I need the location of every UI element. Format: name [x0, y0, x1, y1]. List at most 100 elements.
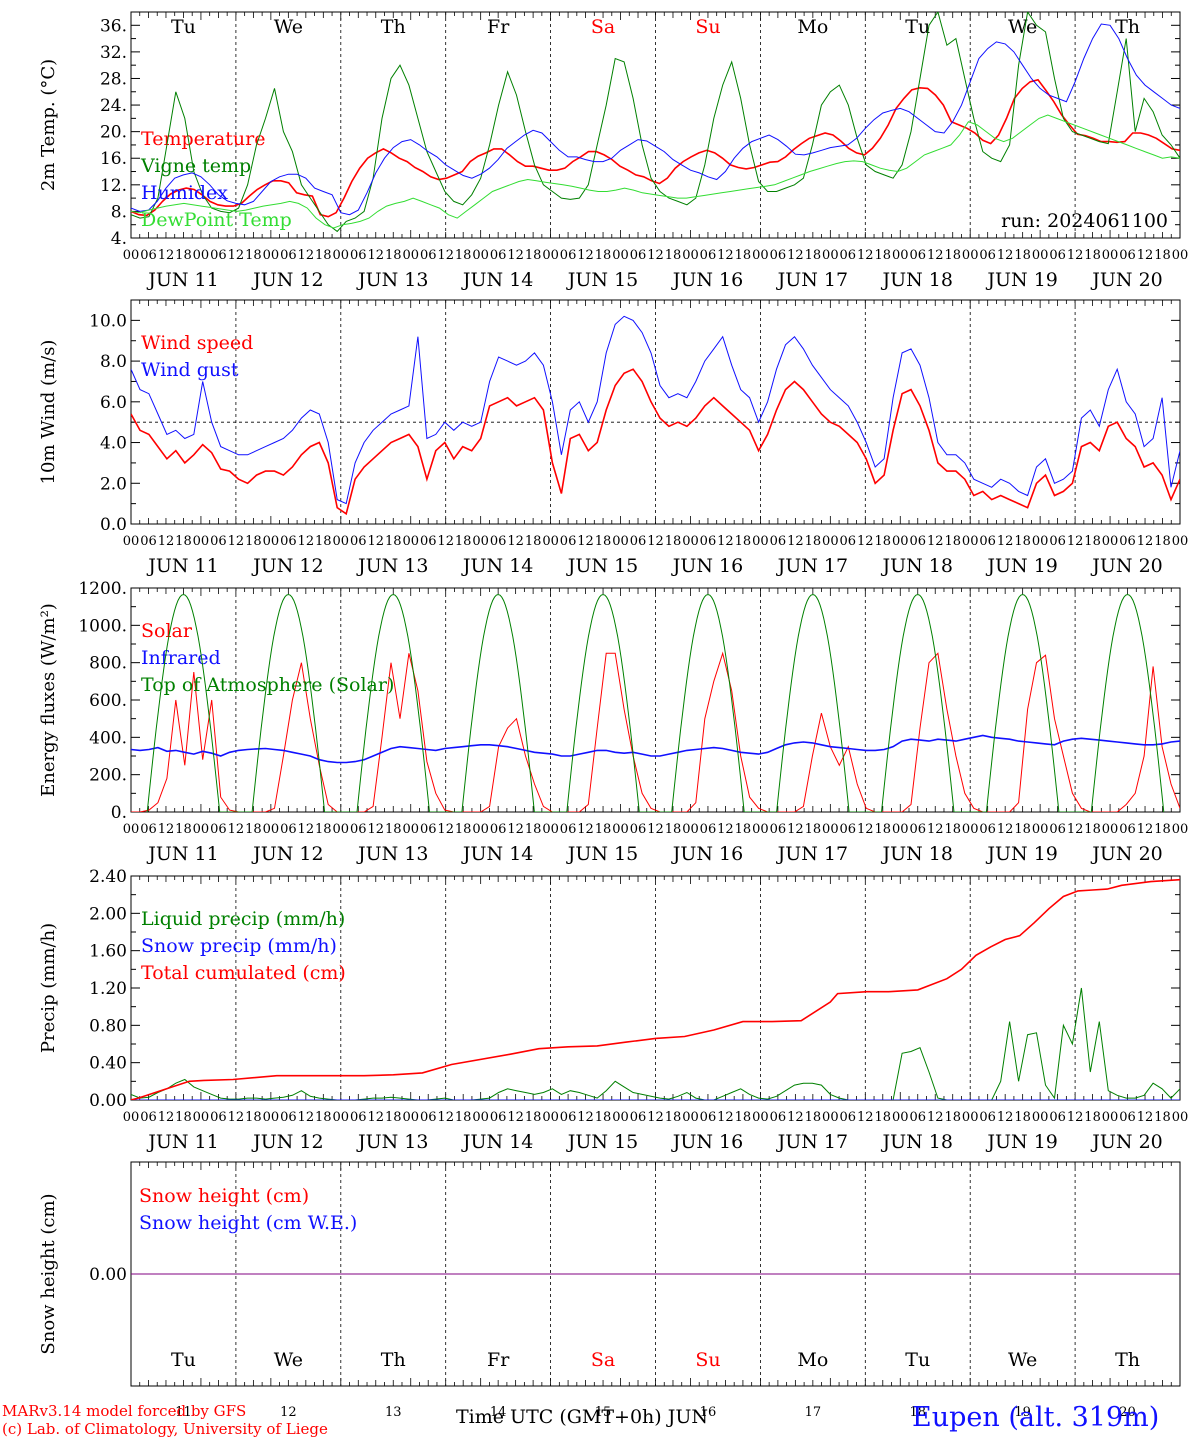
legend-entry: Total cumulated (cm): [141, 962, 346, 984]
hour-tick-label: 12: [927, 248, 944, 263]
y-tick-label: 2.00: [89, 904, 127, 924]
hour-tick-label: 00: [263, 822, 280, 837]
date-label: JUN 17: [776, 269, 848, 291]
hour-tick-label: 06: [280, 248, 297, 263]
date-label: JUN 15: [566, 555, 638, 577]
hour-tick-label: 00: [193, 534, 210, 549]
date-label: JUN 19: [985, 269, 1057, 291]
hour-tick-label: 18: [665, 822, 682, 837]
date-label: JUN 20: [1090, 555, 1162, 577]
hour-tick-label: 00: [472, 1110, 489, 1125]
hour-tick-label: 06: [140, 534, 157, 549]
weekday-label: Sa: [591, 1349, 615, 1371]
weekday-label: Tu: [905, 16, 930, 38]
hour-tick-label: 12: [228, 248, 245, 263]
legend-entry: Temperature: [141, 128, 265, 150]
hour-tick-label: 06: [140, 822, 157, 837]
day-number-label: 15: [595, 1405, 612, 1420]
date-label: JUN 18: [881, 843, 953, 865]
hour-tick-label: 06: [909, 534, 926, 549]
weekday-label: Fr: [487, 16, 510, 38]
date-label: JUN 20: [1090, 1131, 1162, 1153]
hour-tick-label: 06: [840, 1110, 857, 1125]
hour-tick-label: 12: [298, 248, 315, 263]
run-label: run: 2024061100: [1001, 210, 1168, 232]
hour-tick-label: 00: [472, 534, 489, 549]
hour-tick-label: 12: [717, 534, 734, 549]
hour-tick-label: 00: [1032, 822, 1049, 837]
hour-tick-label: 18: [455, 248, 472, 263]
date-label: JUN 17: [776, 555, 848, 577]
hour-tick-label: 18: [315, 1110, 332, 1125]
date-label: JUN 11: [146, 269, 218, 291]
hour-tick-label: 12: [927, 534, 944, 549]
date-label: JUN 12: [251, 1131, 323, 1153]
hour-tick-label: 12: [997, 1110, 1014, 1125]
series-line-vigne-temp: [131, 12, 1180, 233]
y-axis-label: Precip (mm/h): [38, 923, 59, 1053]
y-tick-label: 2.40: [89, 867, 127, 887]
hour-tick-label: 18: [875, 534, 892, 549]
hour-tick-label: 06: [1119, 1110, 1136, 1125]
hour-tick-label: 00: [263, 1110, 280, 1125]
legend-entry: Vigne temp: [140, 155, 251, 177]
hour-tick-label: 12: [298, 534, 315, 549]
weekday-label: Fr: [487, 1349, 510, 1371]
date-label: JUN 14: [461, 1131, 533, 1153]
y-tick-label: 600.: [89, 691, 127, 711]
hour-tick-label: 06: [560, 248, 577, 263]
day-number-label: 12: [280, 1405, 297, 1420]
hour-tick-label: 06: [840, 822, 857, 837]
y-tick-label: 36.: [100, 16, 127, 36]
y-tick-label: 16.: [100, 149, 127, 169]
day-number-label: 11: [175, 1405, 192, 1420]
hour-tick-label: 06: [979, 248, 996, 263]
hour-tick-label: 06: [420, 822, 437, 837]
hour-tick-label: 12: [927, 1110, 944, 1125]
y-axis-label: Energy fluxes (W/m²): [38, 603, 59, 797]
y-tick-label: 0.: [111, 803, 127, 823]
series-line-humidex: [131, 23, 1180, 216]
legend-entry: Top of Atmosphere (Solar): [141, 674, 394, 696]
hour-tick-label: 00: [193, 1110, 210, 1125]
hour-tick-label: 06: [490, 534, 507, 549]
legend-entry: Snow precip (mm/h): [141, 935, 337, 957]
hour-tick-label: 12: [717, 248, 734, 263]
hour-tick-label: 00: [822, 248, 839, 263]
hour-tick-label: 18: [875, 822, 892, 837]
hour-tick-label: 18: [525, 534, 542, 549]
hour-tick-label: 00: [402, 1110, 419, 1125]
hour-tick-label: 12: [647, 248, 664, 263]
hour-tick-label: 06: [1119, 534, 1136, 549]
hour-tick-label: 18: [805, 1110, 822, 1125]
hour-tick-label: 06: [979, 534, 996, 549]
date-label: JUN 11: [146, 555, 218, 577]
hour-tick-label: 12: [437, 822, 454, 837]
series-line-top-of-atmosphere-solar-: [146, 593, 1165, 812]
hour-tick-label: 00: [193, 822, 210, 837]
y-tick-label: 0.0: [100, 515, 127, 535]
hour-tick-label: 00: [682, 534, 699, 549]
hour-tick-label: 00: [1102, 822, 1119, 837]
hour-tick-label: 12: [577, 1110, 594, 1125]
weekday-label: We: [274, 1349, 303, 1371]
hour-tick-label: 18: [665, 534, 682, 549]
hour-tick-label: 18: [385, 534, 402, 549]
date-label: JUN 16: [671, 843, 743, 865]
hour-tick-label: 06: [1119, 822, 1136, 837]
hour-tick-label: 00: [962, 822, 979, 837]
hour-tick-label: 12: [1137, 248, 1154, 263]
date-label: JUN 16: [671, 1131, 743, 1153]
hour-tick-label: 06: [909, 1110, 926, 1125]
hour-tick-label: 12: [787, 534, 804, 549]
hour-tick-label: 00: [123, 1110, 140, 1125]
weekday-label: Tu: [171, 16, 196, 38]
legend-entry: Wind gust: [141, 359, 239, 381]
hour-tick-label: 06: [700, 248, 717, 263]
hour-tick-label: 00: [822, 822, 839, 837]
hour-tick-label: 12: [857, 248, 874, 263]
y-tick-label: 0.40: [89, 1054, 127, 1074]
hour-tick-label: 18: [245, 822, 262, 837]
